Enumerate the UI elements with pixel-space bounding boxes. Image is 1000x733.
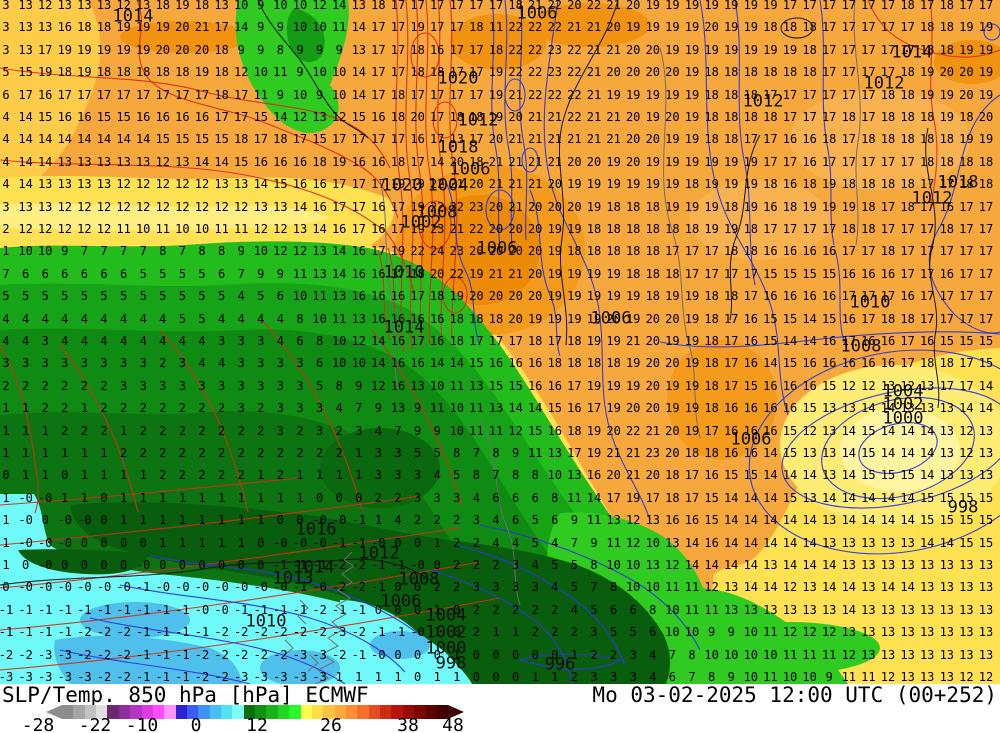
legend-segment — [209, 705, 222, 719]
legend-segment — [402, 705, 415, 719]
legend-segment — [84, 705, 97, 719]
legend-segment — [436, 705, 449, 719]
legend-segment — [232, 705, 244, 719]
map-canvas: 1014 1006 1020 1012 1018 1006 1012 1012 1014 1018… — [0, 0, 1000, 684]
legend-segment — [266, 705, 278, 719]
legend-segment — [198, 705, 210, 719]
legend-segment — [380, 705, 392, 719]
legend-tick-label: -22 — [78, 715, 112, 733]
legend-segment — [345, 705, 358, 719]
legend-segment — [152, 705, 165, 719]
legend-segment — [62, 705, 74, 719]
legend-segment — [107, 705, 119, 719]
legend-tick-label: 38 — [397, 715, 419, 733]
legend-segment — [277, 705, 290, 719]
legend-segment — [391, 705, 403, 719]
legend-segment — [130, 705, 142, 719]
legend-segment — [414, 705, 426, 719]
legend-segment — [118, 705, 131, 719]
legend-tick-label: 0 — [190, 715, 202, 733]
legend-segment — [243, 705, 256, 719]
timestamp: Mo 03-02-2025 12:00 UTC (00+252) — [592, 683, 997, 707]
legend-tick-label: 12 — [246, 715, 268, 733]
legend-segment — [141, 705, 153, 719]
legend-segment — [186, 705, 199, 719]
legend-tick-label: -28 — [21, 715, 55, 733]
legend-segment — [368, 705, 381, 719]
legend-tick-label: 48 — [442, 715, 464, 733]
legend-segment — [334, 705, 346, 719]
legend-segment — [357, 705, 369, 719]
color-scale — [62, 705, 449, 719]
color-scale-left-arrow-icon — [46, 705, 62, 719]
status-bar: SLP/Temp. 850 hPa [hPa] ECMWF Mo 03-02-2… — [0, 684, 1000, 733]
legend-segment — [311, 705, 324, 719]
legend-segment — [164, 705, 176, 719]
legend-segment — [221, 705, 233, 719]
color-scale-right-arrow-icon — [448, 705, 464, 719]
legend-segment — [96, 705, 108, 719]
legend-segment — [255, 705, 267, 719]
temperature-field-svg — [0, 0, 1000, 684]
legend-segment — [175, 705, 187, 719]
legend-segment — [323, 705, 335, 719]
legend-segment — [300, 705, 312, 719]
legend-segment — [73, 705, 85, 719]
map-title: SLP/Temp. 850 hPa [hPa] ECMWF — [2, 683, 369, 707]
legend-tick-label: 26 — [320, 715, 342, 733]
legend-tick-label: -10 — [125, 715, 159, 733]
legend-segment — [425, 705, 437, 719]
legend-segment — [289, 705, 301, 719]
